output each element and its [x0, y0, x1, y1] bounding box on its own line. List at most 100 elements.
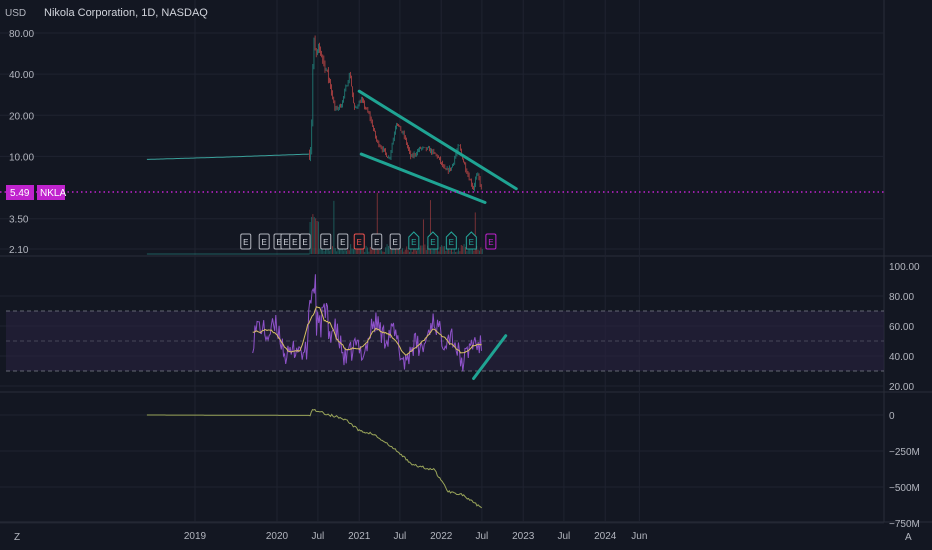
symbol-badge [37, 185, 65, 200]
x-tick-label: Jul [475, 531, 488, 542]
volume-bar [428, 249, 430, 254]
obv-tick-label: −500M [889, 483, 920, 494]
volume-bar [407, 250, 409, 254]
earnings-marker [258, 233, 270, 250]
volume-bar [390, 249, 392, 254]
volume-bar [310, 216, 312, 254]
last-price-value: 5.49 [10, 188, 30, 199]
volume-bar [331, 246, 333, 254]
volume-bar [448, 245, 450, 254]
volume-bar [415, 250, 417, 254]
volume-bar [481, 248, 483, 254]
volume-bar [330, 247, 332, 254]
axes: 2019 2020 Jul 2021 Jul 2022 Jul 2023 Jul 2024 Jun 8… [9, 29, 920, 542]
volume-bar [329, 250, 331, 254]
earnings-marker-label: E [283, 238, 288, 247]
earnings-marker [389, 233, 401, 250]
volume-bar [316, 221, 318, 254]
earnings-marker [427, 231, 439, 250]
earnings-marker-label: E [302, 238, 307, 247]
volume-bar [394, 247, 396, 254]
volume-bar [352, 248, 354, 254]
volume-bar [420, 245, 422, 254]
volume-bar [469, 246, 471, 254]
volume-bar [320, 245, 322, 254]
price-trendline [359, 152, 487, 204]
volume-bar [344, 245, 346, 254]
pre-listing-price-line [146, 153, 309, 160]
volume-bar [337, 247, 339, 254]
earnings-marker-label: E [357, 238, 362, 247]
volume-bar [341, 247, 343, 254]
volume-bar [471, 248, 473, 254]
x-tick-label: 2020 [266, 531, 289, 542]
earnings-marker-label: E [340, 238, 345, 247]
volume-bar [459, 251, 461, 254]
volume-bar [432, 246, 434, 254]
rsi-tick-label: 80.00 [889, 292, 914, 303]
earnings-marker [353, 233, 365, 250]
volume-bar [334, 248, 336, 254]
timezone-toggle[interactable]: Z [14, 532, 20, 543]
obv-pane [146, 408, 483, 509]
volume-bar [323, 251, 325, 254]
x-tick-label: 2022 [430, 531, 453, 542]
volume-bar [474, 212, 476, 254]
volume-bar [361, 246, 363, 254]
rsi-tick-label: 40.00 [889, 352, 914, 363]
volume-bar [327, 246, 329, 254]
volume-bar [338, 246, 340, 254]
volume-bar [315, 218, 317, 254]
price-trendline [357, 89, 518, 191]
earnings-marker-label: E [243, 238, 248, 247]
volume-bar [322, 246, 324, 254]
volume-bar [364, 251, 366, 254]
earnings-marker [408, 231, 420, 250]
volume-bar [464, 246, 466, 254]
volume-bar [467, 249, 469, 254]
volume-bar [387, 245, 389, 254]
price-tick-label: 3.50 [9, 215, 29, 226]
earnings-marker [485, 233, 497, 250]
volume-bar [460, 244, 462, 254]
earnings-marker-label: E [323, 238, 328, 247]
earnings-marker [465, 231, 477, 250]
volume-bar [372, 248, 374, 254]
volume-bar [354, 246, 356, 254]
rsi-moving-average [252, 306, 482, 356]
earnings-marker-label: E [276, 238, 281, 247]
volume-bar [414, 249, 416, 254]
earnings-marker [299, 233, 311, 250]
volume-bar [397, 246, 399, 254]
volume-bar [383, 251, 385, 254]
last-price-badge [6, 185, 34, 200]
volume-bar [369, 246, 371, 254]
earnings-marker-label: E [374, 238, 379, 247]
volume-bar [455, 251, 457, 254]
volume-bar [463, 244, 465, 254]
volume-bar [336, 251, 338, 254]
earnings-marker [371, 233, 383, 250]
x-tick-label: 2023 [512, 531, 535, 542]
volume-bar [368, 251, 370, 254]
x-tick-label: 2021 [348, 531, 371, 542]
volume-bar [443, 246, 445, 254]
volume-bar [466, 251, 468, 254]
volume-bar [379, 246, 381, 254]
volume-bar [470, 246, 472, 254]
volume-bar [424, 244, 426, 254]
volume-bar [357, 246, 359, 254]
earnings-marker-label: E [292, 238, 297, 247]
volume-bar [452, 251, 454, 254]
earnings-marker-label: E [411, 238, 416, 247]
obv-tick-label: −250M [889, 447, 920, 458]
volume-bar [435, 247, 437, 254]
volume-bar [473, 250, 475, 254]
auto-scale-button[interactable]: A [905, 532, 912, 543]
x-tick-label: Jun [631, 531, 647, 542]
price-tick-label: 20.00 [9, 111, 34, 122]
volume-bar [462, 245, 464, 254]
earnings-marker-label: E [469, 238, 474, 247]
